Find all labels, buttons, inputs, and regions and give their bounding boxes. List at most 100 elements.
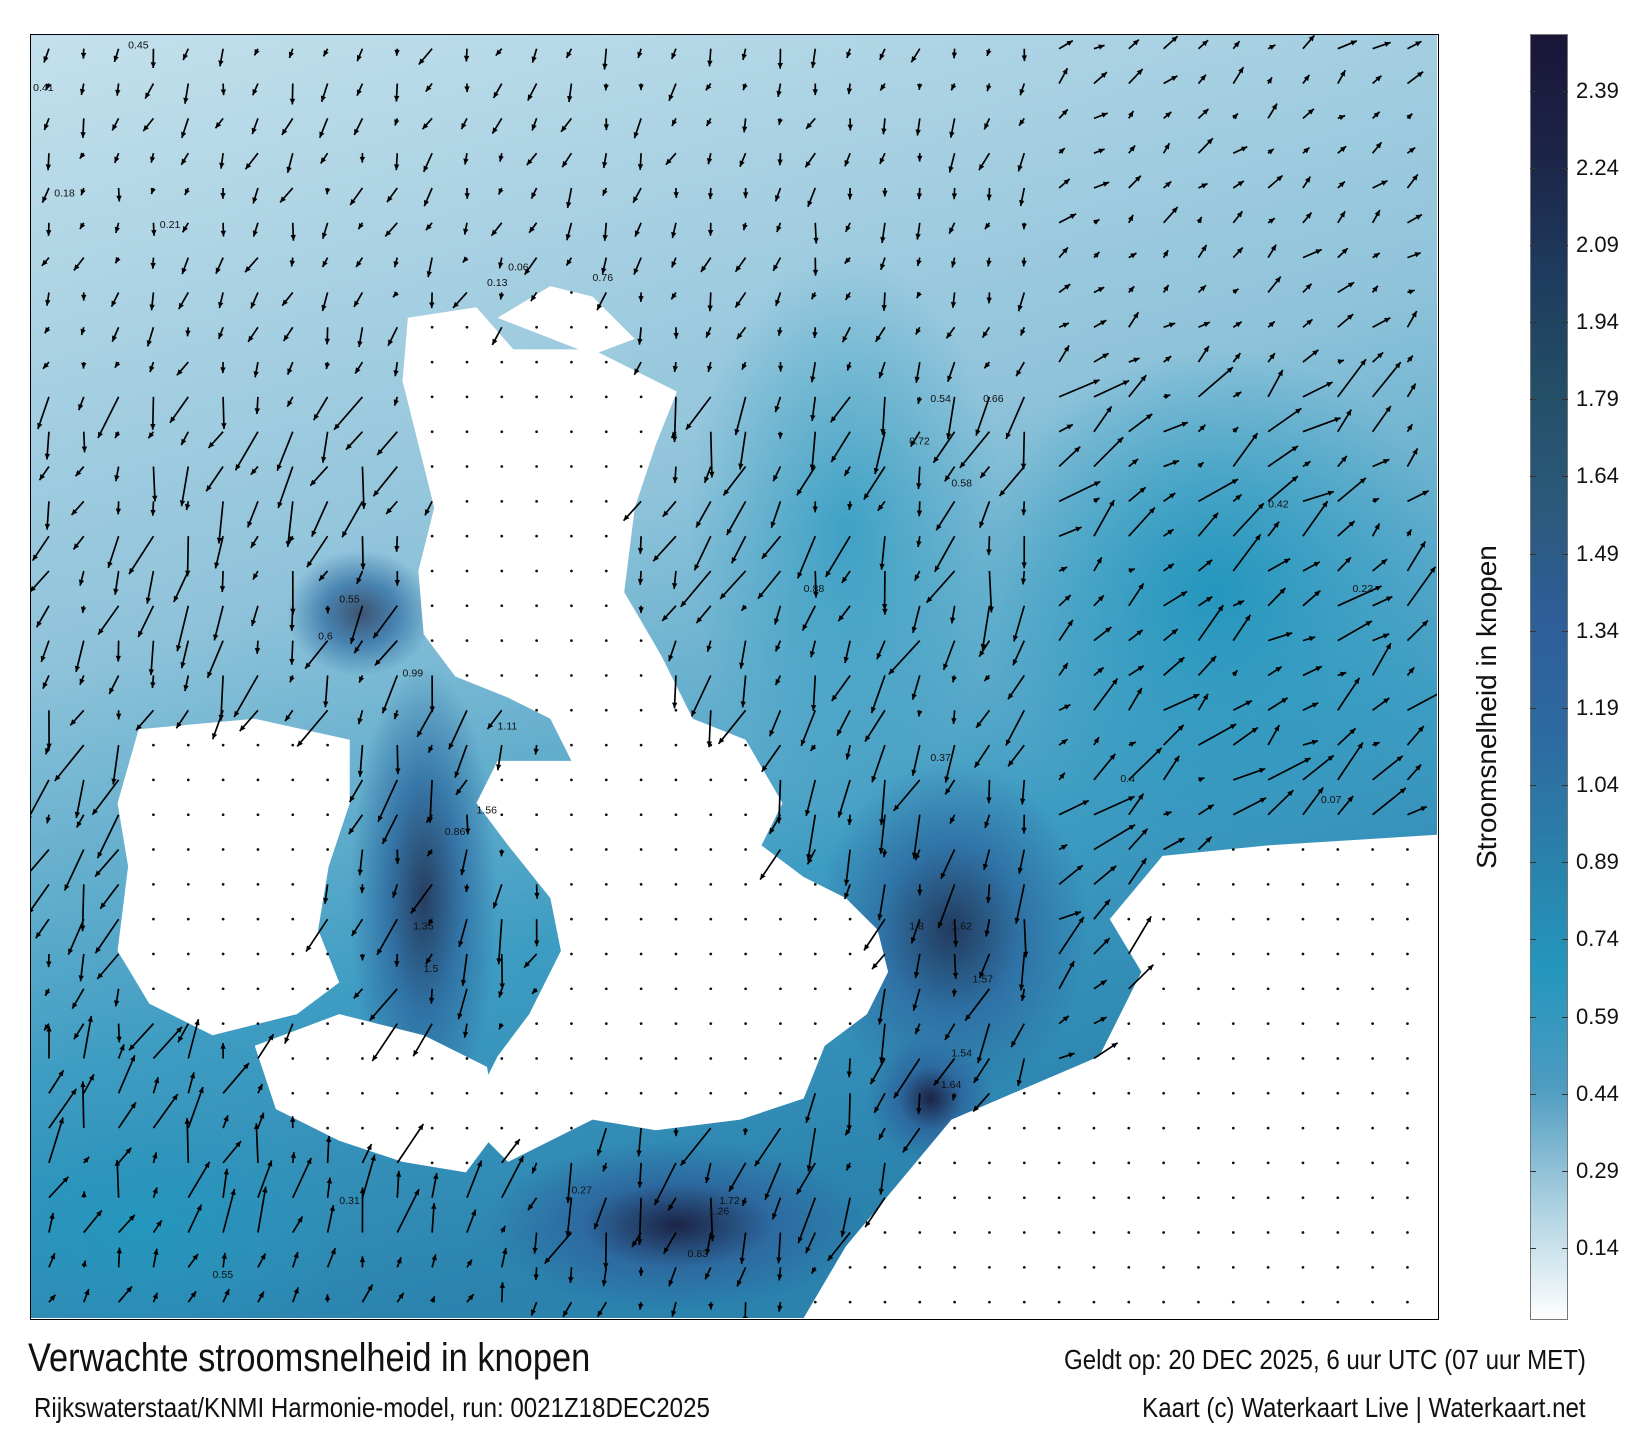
colorbar-tick-label: 1.64 (1576, 463, 1619, 489)
grid-dot (291, 813, 295, 817)
arrow-head (916, 259, 922, 266)
arrow-head (1384, 317, 1391, 323)
current-arrow (975, 396, 991, 436)
arrow-head (1098, 148, 1105, 154)
arrow-head (1140, 375, 1147, 382)
colorbar-tick-label: 1.79 (1576, 386, 1619, 412)
arrow-head (812, 269, 819, 276)
grid-dot (1371, 1265, 1374, 1269)
grid-dot (1092, 1126, 1096, 1130)
speed-label: 0.13 (487, 277, 508, 289)
arrow-head (502, 1247, 508, 1255)
arrow-head (319, 131, 325, 138)
speed-label: 0.45 (128, 40, 149, 52)
arrow-head (910, 937, 916, 944)
arrow-head (1129, 145, 1136, 152)
arrow-head (809, 651, 816, 658)
speed-label: 1.72 (719, 1195, 740, 1207)
arrow-head (706, 331, 711, 338)
grid-dot (1406, 882, 1409, 886)
grid-dot (639, 987, 643, 991)
grid-dot (326, 778, 329, 782)
arrow-head (1232, 288, 1239, 295)
current-arrow (1093, 436, 1124, 468)
grid-dot (848, 952, 852, 956)
grid-dot (465, 1126, 469, 1130)
arrow-head (1406, 113, 1413, 120)
arrow-head (81, 294, 87, 301)
grid-dot (1197, 1231, 1200, 1234)
arrow-head (776, 90, 782, 97)
arrow-head (457, 1013, 463, 1020)
arrow-head (1098, 44, 1105, 50)
current-arrow (709, 1197, 714, 1242)
arrow-head (499, 850, 505, 857)
current-arrow (912, 814, 921, 859)
speed-label: 1.56 (476, 805, 497, 817)
arrow-head (393, 399, 399, 406)
grid-dot (570, 813, 573, 817)
current-arrow (1302, 500, 1329, 537)
arrow-head (78, 579, 85, 586)
speed-label: 0.72 (909, 435, 930, 447)
grid-dot (1371, 1196, 1374, 1200)
arrow-head (916, 193, 923, 200)
grid-dot (744, 743, 747, 747)
arrow-head (97, 851, 103, 859)
grid-dot (1406, 1196, 1409, 1200)
arrow-head (173, 595, 179, 602)
arrow-head (1062, 68, 1068, 75)
arrow-head (46, 230, 52, 236)
arrow-head (566, 259, 572, 266)
arrow-head (152, 1292, 158, 1300)
arrow-head (149, 304, 155, 311)
arrow-head (844, 469, 850, 476)
arrow-head (286, 166, 292, 173)
current-arrow (466, 1160, 483, 1199)
arrow-head (982, 863, 989, 870)
grid-dot (1092, 1265, 1096, 1269)
arrow-head (802, 624, 808, 631)
current-arrow (361, 466, 365, 509)
arrow-head (1345, 409, 1352, 416)
arrow-head (1021, 223, 1027, 230)
current-arrow (410, 883, 433, 914)
arrow-head (1097, 667, 1104, 674)
arrow-head (973, 1076, 980, 1083)
arrow-head (46, 1025, 52, 1032)
grid-dot (395, 1091, 399, 1095)
arrow-head (846, 1071, 853, 1078)
grid-dot (465, 1091, 469, 1095)
grid-dot (535, 639, 538, 642)
grid-dot (1266, 1196, 1270, 1200)
arrow-head (846, 364, 852, 371)
arrow-head (50, 1253, 56, 1260)
arrow-head (1163, 284, 1169, 292)
arrow-head (1128, 286, 1135, 293)
arrow-head (330, 1248, 336, 1255)
arrow-head (1307, 108, 1314, 115)
arrow-head (1360, 359, 1366, 366)
arrow-head (1139, 487, 1146, 494)
current-arrow (350, 605, 364, 644)
grid-dot (1231, 1022, 1235, 1025)
arrow-head (113, 1000, 120, 1007)
arrow-head (1146, 413, 1153, 420)
grid-dot (535, 465, 538, 468)
grid-dot (152, 743, 155, 747)
arrow-head (838, 614, 844, 622)
grid-dot (1406, 848, 1409, 851)
current-arrow (497, 919, 503, 965)
arrow-head (213, 634, 219, 641)
grid-dot (709, 813, 713, 817)
grid-dot (639, 743, 643, 747)
speed-label: 0.54 (930, 393, 951, 405)
arrow-head (1251, 727, 1258, 734)
arrow-head (1341, 248, 1348, 255)
grid-dot (430, 1161, 434, 1165)
arrow-head (534, 892, 540, 899)
arrow-head (114, 1159, 121, 1166)
grid-dot (430, 534, 434, 538)
arrow-head (911, 693, 917, 700)
arrow-head (636, 1239, 643, 1245)
